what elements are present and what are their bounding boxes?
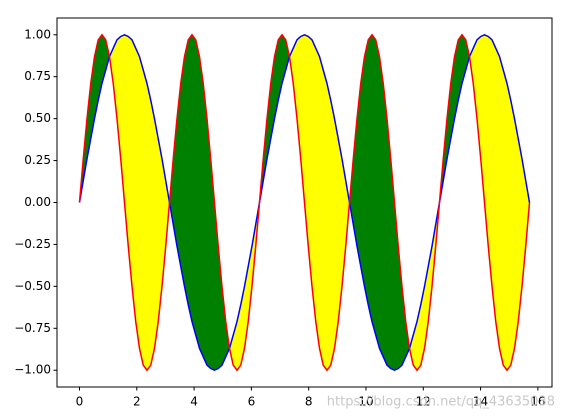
fill-region xyxy=(364,39,369,305)
fill-region xyxy=(187,34,193,322)
fill-region xyxy=(154,118,159,349)
fill-region xyxy=(142,69,148,371)
fill-region xyxy=(360,56,365,287)
fill-region xyxy=(510,100,515,366)
line-series xyxy=(78,33,531,372)
fill-region xyxy=(319,56,324,366)
y-tick-label: 0.75 xyxy=(24,69,51,83)
fill-region xyxy=(150,100,155,366)
y-tick-label: −0.25 xyxy=(14,237,51,251)
y-tick-label: −0.75 xyxy=(14,321,51,335)
fill-region xyxy=(503,69,508,371)
fill-region xyxy=(326,83,331,371)
fill-region xyxy=(180,56,185,287)
fill-region xyxy=(199,56,204,357)
fill-region xyxy=(315,48,320,349)
fill-region xyxy=(499,56,504,366)
x-tick-label: 6 xyxy=(248,395,256,409)
fill-region xyxy=(191,34,196,336)
fill-region xyxy=(491,39,497,322)
fill-region xyxy=(379,56,384,357)
fill-region xyxy=(311,39,317,322)
y-tick-label: 0.25 xyxy=(24,153,51,167)
watermark: https://blog.csdn.net/qq_43635038 xyxy=(327,395,555,410)
fill-region xyxy=(383,83,388,366)
fill-region xyxy=(330,100,335,366)
axes: 0 2 4 6 8 10 12 14 16 −1.00 −0.75 −0.50 −0.25 0.00 0.2… xyxy=(14,27,545,408)
x-tick-label: 14 xyxy=(473,395,488,409)
fill-region xyxy=(131,39,136,322)
fill-region xyxy=(322,69,328,371)
fill-region xyxy=(334,118,339,349)
x-tick-label: 0 xyxy=(76,395,84,409)
fill-region xyxy=(195,39,200,349)
fill-region xyxy=(135,48,140,349)
x-tick-label: 4 xyxy=(190,395,198,409)
x-tick-label: 8 xyxy=(305,395,313,409)
y-tick-label: 0.00 xyxy=(24,195,51,209)
fill-region xyxy=(367,34,373,322)
y-tick-label: −1.00 xyxy=(14,363,51,377)
fill-region xyxy=(495,48,500,349)
fill-region xyxy=(139,56,144,366)
fill-region xyxy=(375,39,380,349)
y-tick-label: 0.50 xyxy=(24,111,51,125)
x-tick-label: 10 xyxy=(358,395,373,409)
fill-region xyxy=(506,83,511,371)
fill-region xyxy=(371,34,377,336)
y-tick-label: 1.00 xyxy=(24,27,51,41)
x-tick-label: 2 xyxy=(133,395,141,409)
fill-region xyxy=(514,118,519,349)
x-tick-label: 16 xyxy=(530,395,545,409)
line-series xyxy=(78,33,531,372)
fill-region xyxy=(203,83,208,366)
y-tick-label: −0.50 xyxy=(14,279,51,293)
fill-region xyxy=(146,83,151,371)
lines xyxy=(78,33,531,372)
fill-region xyxy=(184,39,189,305)
x-tick-label: 12 xyxy=(416,395,431,409)
